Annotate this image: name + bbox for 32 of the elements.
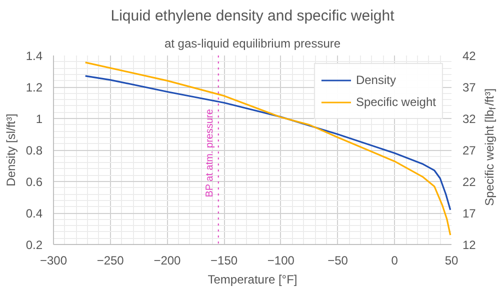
y2-tick-label: 32 [462,112,476,126]
x-tick-label: −50 [328,254,348,268]
y2-tick-label: 37 [462,80,476,94]
line-series [84,75,452,211]
y2-tick-label: 22 [462,175,476,189]
line-series [84,62,452,236]
y-tick-label: 0.4 [26,206,43,220]
chart-title: Liquid ethylene density and specific weight [110,8,396,24]
legend-label: Specific weight [356,95,436,109]
x-tick-label: −300 [40,254,68,268]
y2-tick-label: 27 [462,144,476,158]
x-axis-title: Temperature [°F] [208,272,298,286]
x-tick-label: 50 [444,254,458,268]
ref-line-label: BP at atm. pressure [204,108,216,198]
x-tick-label: −100 [267,254,295,268]
y-tick-label: 1.2 [26,80,43,94]
y2-tick-label: 12 [462,238,476,252]
x-tick-label: −250 [96,254,124,268]
x-tick-label: −150 [210,254,238,268]
x-tick-label: 0 [391,254,398,268]
x-tick-label: −200 [154,254,182,268]
y-tick-label: 1.4 [26,49,43,63]
chart-subtitle: at gas-liquid equilibrium pressure [164,36,341,50]
y-tick-label: 0.8 [26,144,43,158]
y-tick-label: 0.6 [26,175,43,189]
y-axis-title: Density [sl/ft³] [4,114,18,186]
y2-tick-label: 17 [462,206,476,220]
y2-axis-title: Specific weight [lbf/ft³] [482,88,498,206]
y-tick-label: 1 [36,112,43,126]
y2-tick-label: 42 [462,49,476,63]
legend-label: Density [356,73,396,87]
y-tick-label: 0.2 [26,238,43,252]
